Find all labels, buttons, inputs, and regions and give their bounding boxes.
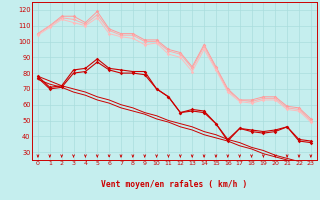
X-axis label: Vent moyen/en rafales ( km/h ): Vent moyen/en rafales ( km/h ) <box>101 180 248 189</box>
